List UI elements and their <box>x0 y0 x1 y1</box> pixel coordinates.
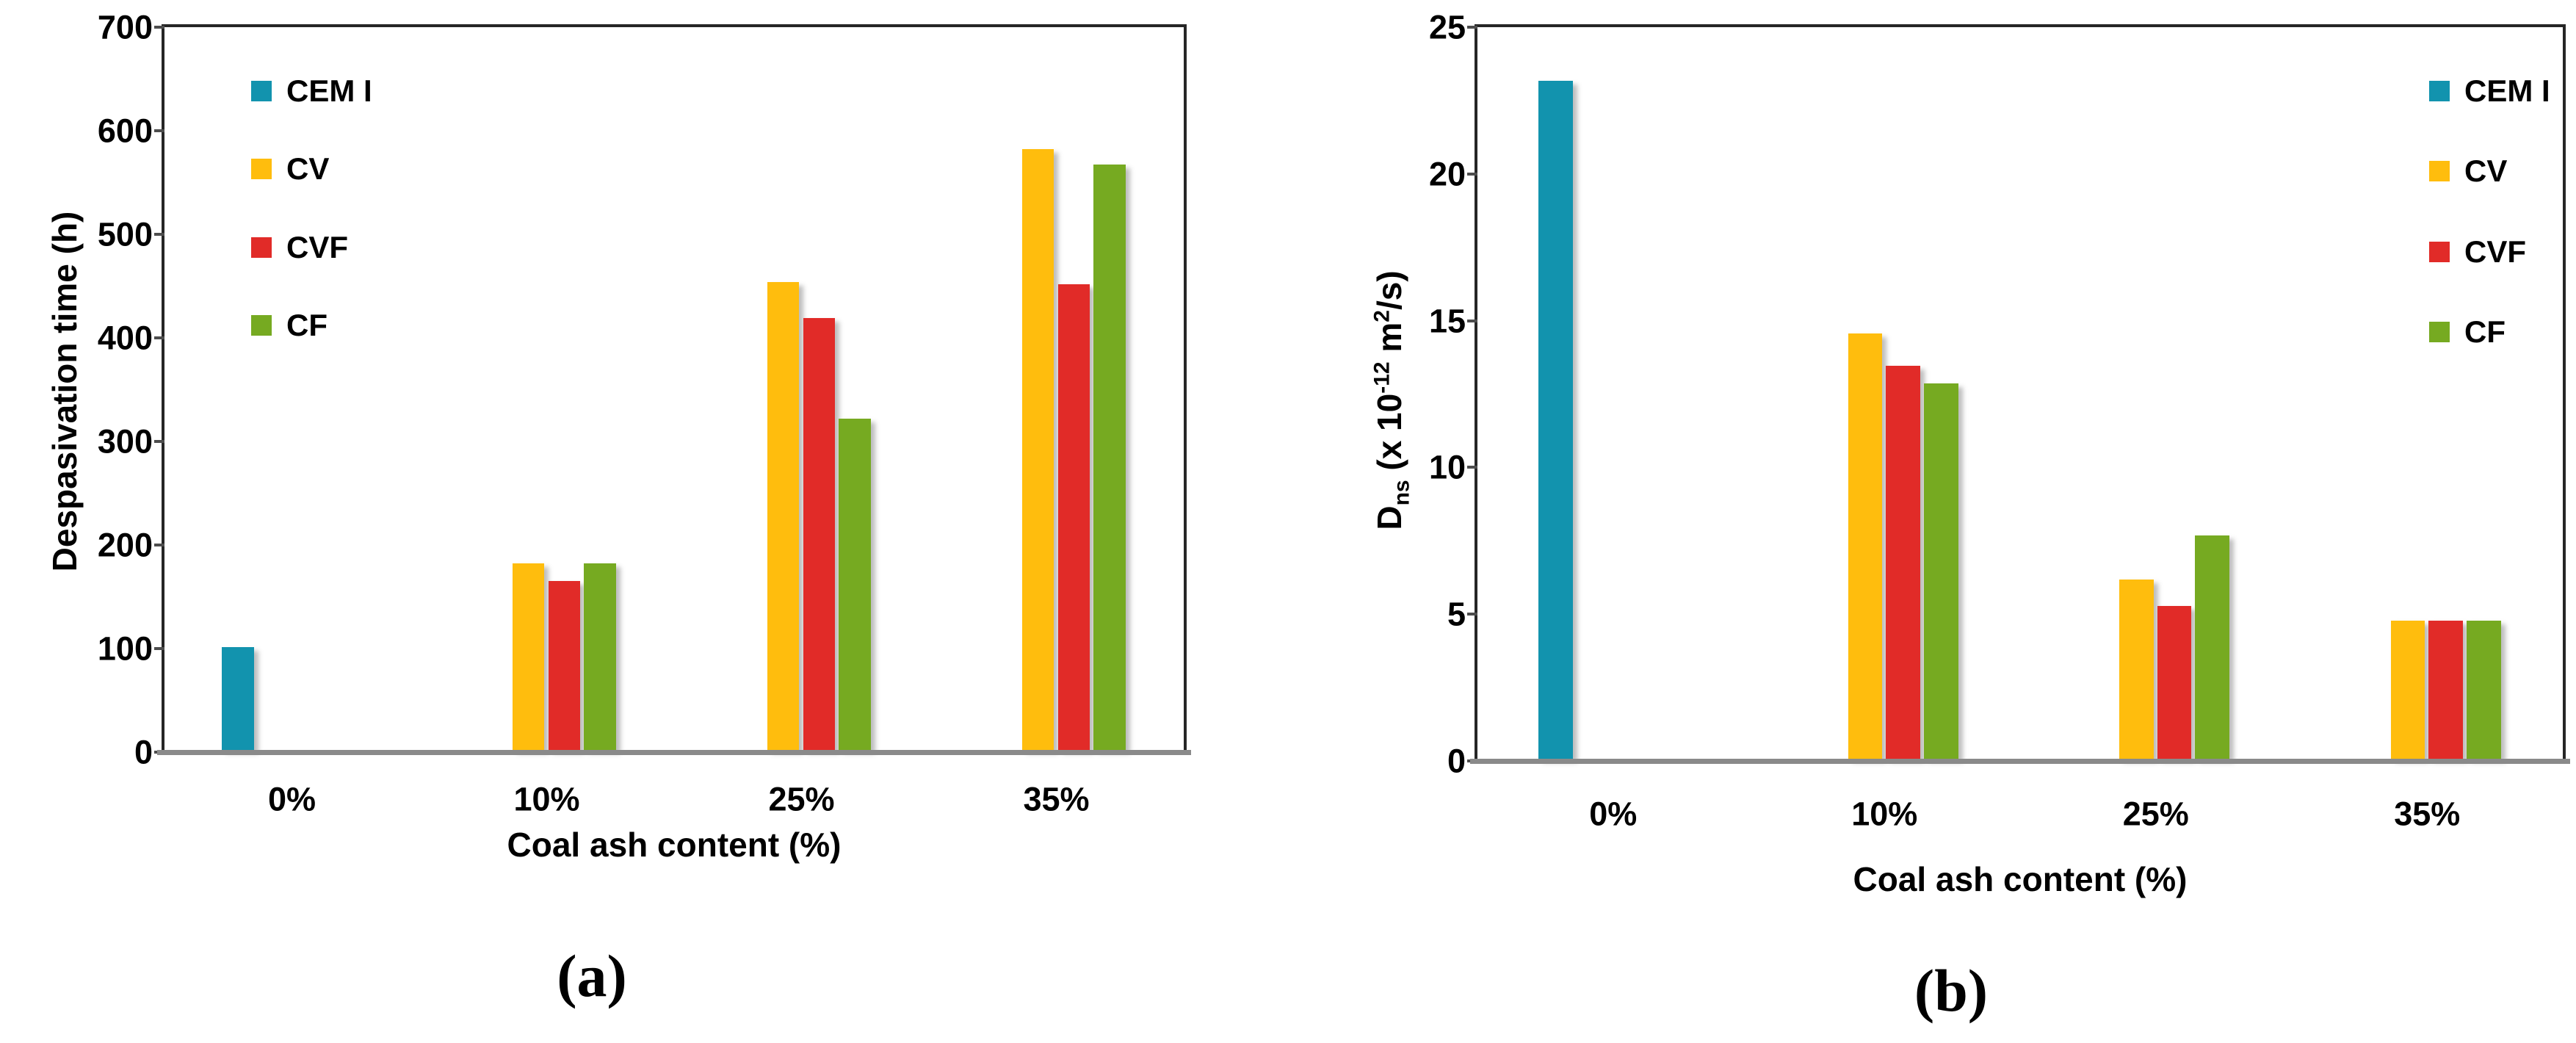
plot-area-a <box>162 24 1187 752</box>
legend-item-cv: CV <box>2429 154 2576 189</box>
legend-item-cf: CF <box>2429 314 2576 349</box>
bar-cf-35% <box>2466 621 2501 759</box>
legend-color-chip-cem-i <box>251 81 272 101</box>
legend-item-cvf: CVF <box>2429 234 2576 269</box>
bar-cf-35% <box>1093 165 1126 750</box>
legend-item-cvf: CVF <box>251 229 442 264</box>
legend-color-chip-cf <box>2429 321 2450 342</box>
legend-label-cvf: CVF <box>286 229 348 264</box>
legend-color-chip-cv <box>251 159 272 180</box>
legend-label-cv: CV <box>286 151 330 187</box>
y-tick-label-a: 400 <box>97 319 153 357</box>
x-tick-label-a: 25% <box>768 780 835 818</box>
y-tick-mark-a <box>154 647 164 650</box>
x-axis-title-a: Coal ash content (%) <box>507 826 842 864</box>
bar-cvf-25% <box>2157 606 2192 759</box>
legend-color-chip-cem-i <box>2429 81 2450 101</box>
bar-cv-10% <box>512 563 545 750</box>
y-tick-label-b: 20 <box>1428 155 1466 193</box>
legend-label-cf: CF <box>2464 314 2506 349</box>
bar-cf-25% <box>2195 535 2230 759</box>
bar-cv-35% <box>2390 621 2425 759</box>
y-tick-mark-a <box>154 440 164 443</box>
y-axis-title-b-exponent: -12 <box>1370 361 1394 394</box>
legend-color-chip-cvf <box>251 237 272 258</box>
y-tick-mark-a <box>154 336 164 339</box>
bar-cv-35% <box>1021 149 1054 750</box>
legend-color-chip-cf <box>251 314 272 336</box>
y-tick-label-a: 300 <box>97 422 153 461</box>
y-tick-mark-a <box>154 129 164 132</box>
y-tick-mark-a <box>154 544 164 546</box>
caption-b: (b) <box>1914 957 1989 1024</box>
caption-a: (a) <box>557 942 627 1009</box>
y-axis-title-a: Despasivation time (h) <box>46 211 84 572</box>
y-tick-mark-b <box>1467 26 1477 29</box>
bar-cvf-10% <box>1886 365 1920 759</box>
legend-label-cem-i: CEM I <box>2464 73 2550 108</box>
x-tick-label-b: 35% <box>2394 795 2461 833</box>
y-tick-label-a: 0 <box>134 733 153 771</box>
bar-cvf-35% <box>1057 284 1090 750</box>
bar-cf-25% <box>839 418 871 750</box>
y-tick-label-a: 500 <box>97 215 153 253</box>
legend-item-cem-i: CEM I <box>2429 73 2576 108</box>
legend-item-cv: CV <box>251 151 442 187</box>
y-tick-label-b: 10 <box>1428 448 1466 486</box>
y-tick-label-a: 100 <box>97 629 153 668</box>
x-axis-title-b: Coal ash content (%) <box>1853 860 2188 898</box>
bar-cvf-35% <box>2428 621 2463 759</box>
y-tick-label-b: 0 <box>1447 742 1466 780</box>
x-tick-label-b: 0% <box>1589 795 1638 833</box>
y-tick-mark-a <box>154 233 164 236</box>
y-tick-label-b: 15 <box>1428 302 1466 340</box>
bar-cv-25% <box>767 281 800 750</box>
y-tick-label-a: 600 <box>97 112 153 150</box>
bar-cf-10% <box>584 563 616 750</box>
y-axis-title-b-base: D <box>1370 505 1409 530</box>
legend-color-chip-cvf <box>2429 241 2450 262</box>
bar-cf-10% <box>1923 383 1958 759</box>
bar-cvf-10% <box>548 581 581 750</box>
y-tick-mark-a <box>154 26 164 29</box>
y-tick-mark-b <box>1467 466 1477 469</box>
bar-cv-25% <box>2119 580 2154 759</box>
legend-label-cv: CV <box>2464 154 2508 189</box>
legend-color-chip-cv <box>2429 161 2450 182</box>
bar-cem-i-0% <box>222 647 254 750</box>
y-tick-label-b: 25 <box>1428 8 1466 46</box>
legend-item-cf: CF <box>251 307 442 342</box>
y-tick-mark-b <box>1467 319 1477 322</box>
x-tick-label-b: 25% <box>2122 795 2189 833</box>
x-tick-label-a: 10% <box>513 780 580 818</box>
x-axis-line-a <box>157 750 1191 755</box>
bar-cvf-25% <box>803 318 836 750</box>
x-axis-line-b <box>1470 759 2570 764</box>
plot-area-b <box>1475 24 2566 761</box>
x-tick-label-b: 10% <box>1851 795 1918 833</box>
bar-cem-i-0% <box>1538 80 1573 759</box>
legend-label-cf: CF <box>286 307 328 342</box>
y-tick-label-a: 700 <box>97 8 153 46</box>
legend-label-cvf: CVF <box>2464 234 2526 269</box>
y-tick-label-a: 200 <box>97 526 153 564</box>
y-tick-mark-b <box>1467 613 1477 616</box>
y-tick-mark-b <box>1467 172 1477 176</box>
legend-item-cem-i: CEM I <box>251 73 442 108</box>
y-tick-label-b: 5 <box>1447 595 1466 633</box>
x-tick-label-a: 35% <box>1023 780 1090 818</box>
bar-cv-10% <box>1848 333 1883 759</box>
x-tick-label-a: 0% <box>267 780 316 818</box>
legend-label-cem-i: CEM I <box>286 73 372 108</box>
